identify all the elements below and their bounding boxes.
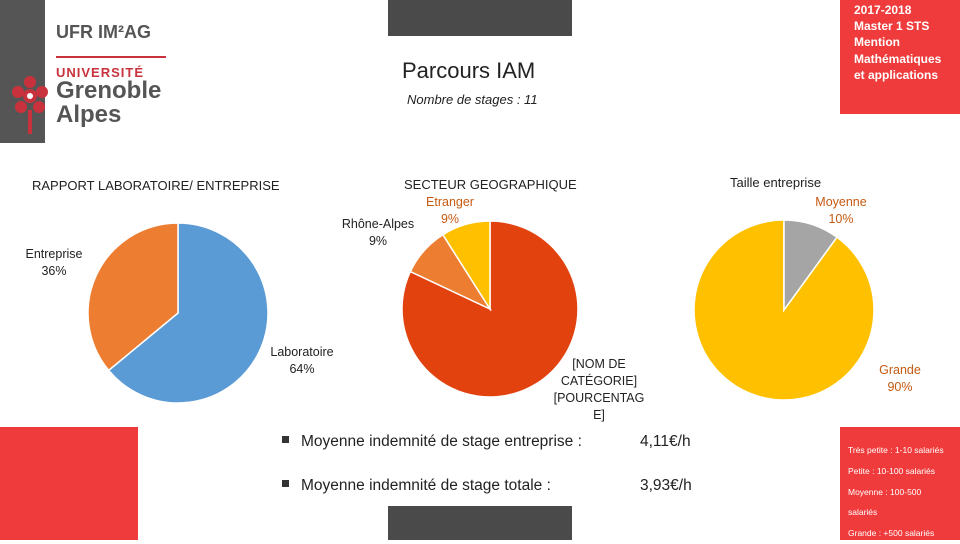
- slice-name-laboratoire: Laboratoire: [270, 345, 334, 359]
- bullet-square-icon: [282, 480, 289, 488]
- corner-year: 2017-2018: [854, 3, 912, 17]
- stat-value-enterprise: 4,11€/h: [640, 433, 691, 450]
- slice-value-rhone-alpes: 9%: [368, 233, 388, 248]
- corner-line4: et applications: [854, 67, 939, 82]
- slice-label-etranger: Etranger 9%: [418, 194, 482, 228]
- size-legend: Très petite : 1-10 salariés Petite : 10-…: [848, 440, 960, 544]
- slice-label-main-category: [NOM DE CATÉGORIE] [POURCENTAG E]: [548, 356, 650, 424]
- pie-chart-lab-enterprise: [87, 222, 269, 404]
- slice-label-laboratoire: Laboratoire 64%: [258, 344, 346, 378]
- stat-value-total: 3,93€/h: [640, 477, 692, 494]
- bullet-square-icon: [282, 436, 289, 444]
- slice-name-rhone-alpes: Rhône-Alpes: [341, 217, 415, 231]
- slice-name-grande: Grande: [879, 363, 921, 377]
- pie-chart-company-size: [693, 219, 875, 401]
- slice-value-laboratoire: 64%: [289, 361, 315, 376]
- stat-row-enterprise: Moyenne indemnité de stage entreprise :: [282, 433, 582, 451]
- university-line3: Alpes: [56, 101, 122, 128]
- size-legend-item: salariés: [848, 507, 878, 518]
- slice-value-entreprise: 36%: [41, 263, 67, 278]
- slice-value-etranger: 9%: [440, 211, 460, 226]
- chart2-title: SECTEUR GEOGRAPHIQUE: [404, 177, 577, 192]
- bottom-dark-bar: [388, 506, 572, 540]
- size-legend-item: Grande : +500 salariés: [848, 528, 935, 539]
- corner-line3: Mathématiques: [854, 51, 942, 66]
- slice-value-grande: 90%: [887, 379, 913, 394]
- pie-slice-laboratoire: [107, 222, 269, 404]
- logo-divider: [56, 56, 166, 58]
- university-line1: UNIVERSITÉ: [56, 65, 145, 80]
- stat-label-total: Moyenne indemnité de stage totale :: [301, 477, 551, 494]
- slice-value-main-category: [POURCENTAG E]: [553, 390, 645, 422]
- slice-value-moyenne: 10%: [828, 211, 854, 226]
- legend-red-block: [840, 427, 960, 540]
- corner-red-block: [840, 0, 960, 114]
- stages-count: Nombre de stages : 11: [407, 92, 538, 107]
- size-legend-item: Moyenne : 100-500: [848, 486, 922, 497]
- size-legend-item: Petite : 10-100 salariés: [848, 465, 935, 476]
- slice-name-main-category: [NOM DE CATÉGORIE]: [560, 357, 638, 388]
- sidebar-bottom-block: [0, 427, 138, 540]
- slice-label-rhone-alpes: Rhône-Alpes 9%: [338, 216, 418, 250]
- slice-name-entreprise: Entreprise: [25, 247, 83, 261]
- slice-name-moyenne: Moyenne: [815, 195, 867, 209]
- corner-line2: Mention: [854, 35, 900, 50]
- university-line2: Grenoble: [56, 77, 162, 104]
- pie-slice-moyenne: [783, 219, 838, 313]
- stat-row-total: Moyenne indemnité de stage totale :: [282, 477, 551, 495]
- slice-label-moyenne: Moyenne 10%: [796, 194, 886, 228]
- pie-slice-etranger: [441, 220, 491, 312]
- stat-label-enterprise: Moyenne indemnité de stage entreprise :: [301, 433, 582, 450]
- corner-info: 2017-2018 Master 1 STS Mention Mathémati…: [854, 2, 960, 83]
- size-legend-item: Très petite : 1-10 salariés: [848, 445, 944, 455]
- top-dark-bar: [388, 0, 572, 36]
- slice-label-entreprise: Entreprise 36%: [18, 246, 90, 280]
- slice-label-grande: Grande 90%: [864, 362, 936, 396]
- chart3-title: Taille entreprise: [730, 175, 822, 190]
- pie-slice-entreprise: [87, 222, 179, 372]
- pie-slice-nom-de-cat-gorie: [401, 220, 579, 398]
- slice-name-etranger: Etranger: [426, 195, 474, 209]
- pie-chart-geographic: [401, 220, 579, 398]
- chart1-title: RAPPORT LABORATOIRE/ ENTREPRISE: [32, 178, 280, 193]
- university-logo-icon: [12, 76, 48, 134]
- university-logo-text: UNIVERSITÉ Grenoble Alpes: [56, 66, 161, 127]
- sidebar-top-block: [0, 0, 45, 143]
- page-title: Parcours IAM: [402, 58, 536, 83]
- corner-line1: Master 1 STS: [854, 19, 930, 34]
- faculty-name: UFR IM²AG: [56, 22, 151, 42]
